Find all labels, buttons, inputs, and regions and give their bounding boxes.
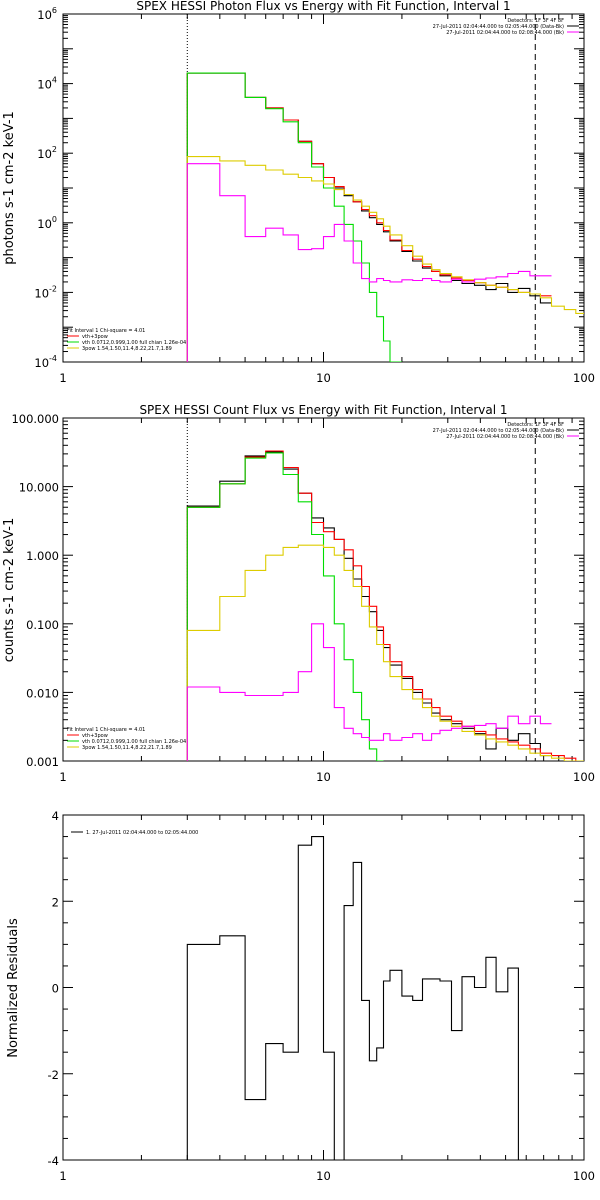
header-line: Detectors: 1F 3F 4F 8F	[507, 422, 564, 428]
series-group	[186, 450, 584, 761]
fit-legend-text: vth+3pow	[82, 733, 108, 739]
y-tick-label: 104	[37, 76, 57, 92]
y-tick-label: 0.010	[26, 686, 59, 700]
header-line: 27-Jul-2011 02:04:44.000 to 02:05:44.000…	[433, 24, 564, 30]
header-line: 27-Jul-2011 02:04:44.000 to 02:08:44.000…	[446, 30, 564, 36]
series-bk	[186, 623, 552, 761]
plot-frame	[62, 417, 585, 762]
series-group	[186, 836, 519, 1160]
fit-legend-text: vth+3pow	[82, 334, 108, 340]
x-tick-label: 1	[59, 371, 66, 385]
fit-legend-text: vth 0.0712,0.999,1.00 full chian 1.26e-0…	[82, 340, 186, 346]
series-vth-3pow	[186, 450, 584, 761]
series-vth	[186, 452, 384, 761]
series-bk	[186, 163, 552, 362]
fit-legend-text: 3pow 1.54,1.50,11.4,8.22,21.7,1.89	[82, 346, 172, 352]
header-line: Detectors: 1F 3F 4F 8F	[507, 18, 564, 24]
count-flux-panel: SPEX HESSI Count Flux vs Energy with Fit…	[2, 403, 595, 784]
series-3pow	[186, 156, 584, 362]
y-tick-label: 10-4	[34, 354, 57, 370]
y-tick-label: 0.100	[26, 618, 59, 632]
y-tick-label: 0	[52, 982, 59, 996]
fit-legend-text: Fit Interval 1 Chi-square = 4.01	[67, 328, 145, 334]
x-tick-label: 10	[316, 371, 331, 385]
fit-legend-text: 3pow 1.54,1.50,11.4,8.22,21.7,1.89	[82, 745, 172, 751]
y-tick-label: 1.000	[26, 549, 59, 563]
chart-title: SPEX HESSI Count Flux vs Energy with Fit…	[139, 403, 507, 417]
fit-legend-text: Fit Interval 1 Chi-square = 4.01	[67, 727, 145, 733]
series-data-bk	[186, 72, 552, 362]
header-line: 27-Jul-2011 02:04:44.000 to 02:08:44.000…	[446, 434, 564, 440]
x-tick-label: 100	[573, 371, 595, 385]
x-tick-label: 100	[573, 1169, 595, 1183]
residuals-panel: 1 10 100 -4 -2 0 2 4 Normalized Residuals 1. 27-J…	[6, 809, 595, 1183]
series-group	[186, 72, 584, 362]
y-axis-label: photons s-1 cm-2 keV-1	[2, 111, 17, 265]
y-tick-label: -4	[48, 1154, 59, 1168]
y-tick-label: 10-2	[34, 284, 57, 300]
residual-legend-text: 1. 27-Jul-2011 02:04:44.000 to 02:05:44.…	[86, 830, 198, 836]
x-tick-label: 1	[59, 1169, 66, 1183]
header-line: 27-Jul-2011 02:04:44.000 to 02:05:44.000…	[433, 428, 564, 434]
y-axis-label: counts s-1 cm-2 keV-1	[2, 518, 17, 663]
series-vth	[186, 72, 402, 362]
y-tick-label: 106	[37, 6, 57, 22]
series-3pow	[186, 544, 584, 761]
chart-title: SPEX HESSI Photon Flux vs Energy with Fi…	[136, 0, 510, 13]
series-residuals	[186, 836, 519, 1160]
y-tick-label: 10.000	[19, 481, 59, 495]
x-tick-label: 10	[316, 770, 331, 784]
y-tick-label: 0.001	[26, 755, 59, 769]
y-axis-label: Normalized Residuals	[6, 918, 21, 1058]
y-tick-label: 100.000	[11, 412, 59, 426]
x-tick-label: 10	[316, 1169, 331, 1183]
x-tick-label: 1	[59, 770, 66, 784]
y-tick-label: 4	[52, 809, 59, 823]
y-tick-label: -2	[48, 1068, 59, 1082]
y-tick-label: 2	[52, 895, 59, 909]
x-tick-label: 100	[573, 770, 595, 784]
y-tick-label: 100	[37, 215, 57, 231]
fit-legend-text: vth 0.0712,0.999,1.00 full chian 1.26e-0…	[82, 739, 186, 745]
y-tick-label: 102	[37, 145, 57, 161]
photon-flux-panel: SPEX HESSI Photon Flux vs Energy with Fi…	[2, 0, 595, 385]
